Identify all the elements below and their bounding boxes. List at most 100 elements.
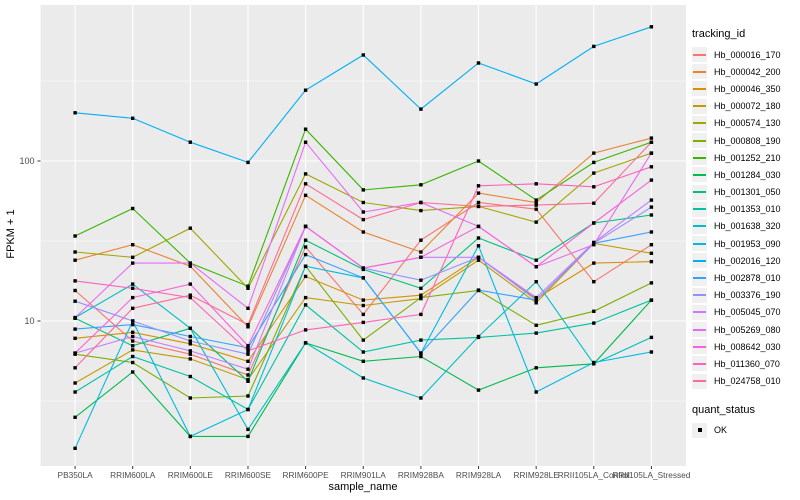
- legend-key-line-icon: [693, 173, 706, 176]
- data-point: [649, 178, 654, 182]
- data-point: [131, 348, 135, 352]
- data-point: [246, 394, 250, 398]
- data-point: [534, 203, 538, 207]
- legend-key-line-icon: [693, 53, 706, 56]
- x-tick-label: RRII105LA_Stressed: [612, 470, 690, 480]
- data-point: [246, 284, 250, 288]
- x-axis-title: sample_name: [328, 481, 398, 493]
- legend-item-label: Hb_000072_180: [714, 101, 781, 112]
- legend-item-label: Hb_011360_070: [714, 358, 780, 369]
- data-point: [534, 207, 538, 211]
- data-point: [534, 200, 538, 205]
- data-point: [303, 252, 308, 257]
- data-point: [246, 322, 250, 327]
- data-point: [419, 351, 423, 355]
- legend-item-quant-ok: OK: [692, 422, 800, 439]
- legend-item: Hb_001284_030: [692, 166, 800, 183]
- data-point: [476, 159, 481, 163]
- legend-key: [692, 287, 707, 303]
- data-point: [361, 312, 365, 317]
- data-point: [131, 370, 135, 374]
- data-point: [361, 217, 365, 222]
- data-point: [303, 274, 308, 279]
- data-point: [131, 255, 135, 259]
- data-point: [188, 264, 192, 268]
- data-point: [649, 151, 654, 155]
- data-point: [476, 204, 481, 209]
- data-point: [649, 25, 654, 29]
- legend-item-label: Hb_001953_090: [714, 238, 781, 249]
- legend-key-line-icon: [693, 242, 706, 245]
- data-point: [303, 303, 308, 307]
- legend-item: Hb_002878_010: [692, 269, 800, 286]
- data-point: [361, 376, 365, 380]
- legend-key: [692, 81, 707, 97]
- data-point: [73, 446, 77, 450]
- x-tick-label: RRIM901LA: [341, 470, 387, 480]
- legend-key-line-icon: [693, 345, 706, 348]
- data-point: [534, 298, 538, 302]
- data-point: [188, 334, 192, 339]
- data-point: [476, 224, 481, 229]
- data-point: [592, 360, 596, 365]
- legend-key-line-icon: [693, 208, 706, 211]
- data-point: [649, 198, 654, 202]
- data-point: [476, 258, 481, 262]
- x-tick-label: RRII105LA_Control: [558, 470, 630, 480]
- legend-item-label: Hb_001353_010: [714, 204, 781, 215]
- data-point: [73, 327, 77, 331]
- x-tick-label: PB350LA: [58, 470, 94, 480]
- x-tick-label: RRIM928BA: [398, 470, 445, 480]
- x-tick-label: RRIM600SE: [225, 470, 272, 480]
- data-point: [649, 335, 654, 340]
- data-point: [131, 116, 135, 120]
- legend-item: Hb_008642_030: [692, 338, 800, 355]
- data-point: [131, 282, 135, 286]
- data-point: [649, 251, 654, 255]
- data-point: [246, 359, 250, 363]
- data-point: [649, 136, 654, 140]
- data-point: [131, 344, 135, 348]
- legend-item-label: Hb_000574_130: [714, 118, 781, 129]
- data-point: [131, 286, 135, 290]
- data-point: [73, 279, 77, 283]
- data-point: [361, 350, 365, 354]
- black-square-marker-icon: [697, 428, 702, 433]
- legend-key-line-icon: [693, 191, 706, 194]
- x-tick-label: RRIM600LA: [110, 470, 156, 480]
- legend-item: Hb_000046_350: [692, 80, 800, 97]
- data-point: [303, 328, 308, 332]
- data-point: [592, 185, 596, 189]
- data-point: [188, 293, 192, 297]
- data-point: [303, 238, 308, 242]
- data-point: [303, 88, 308, 92]
- legend-key: [692, 115, 707, 131]
- legend-item: Hb_000574_130: [692, 115, 800, 132]
- data-point: [73, 351, 77, 355]
- data-point: [476, 244, 481, 248]
- data-point: [246, 344, 250, 348]
- data-point: [361, 298, 365, 302]
- data-point: [188, 357, 192, 361]
- data-point: [73, 299, 77, 303]
- legend-item-label: Hb_002878_010: [714, 273, 781, 284]
- data-point: [649, 350, 654, 354]
- data-point: [361, 276, 365, 280]
- data-point: [649, 205, 654, 209]
- data-point: [73, 111, 77, 115]
- data-point: [534, 280, 538, 284]
- data-point: [303, 193, 308, 197]
- legend-item-label: Hb_001252_210: [714, 152, 781, 163]
- data-point: [476, 388, 481, 392]
- data-point: [246, 160, 250, 165]
- data-point: [361, 188, 365, 192]
- legend-key-line-icon: [693, 380, 706, 383]
- legend-item-label: Hb_001301_050: [714, 187, 781, 198]
- data-point: [131, 322, 135, 327]
- legend-key-line-icon: [693, 277, 706, 280]
- y-tick-label: 10: [24, 316, 34, 326]
- data-point: [73, 336, 77, 340]
- legend-key: [692, 201, 707, 217]
